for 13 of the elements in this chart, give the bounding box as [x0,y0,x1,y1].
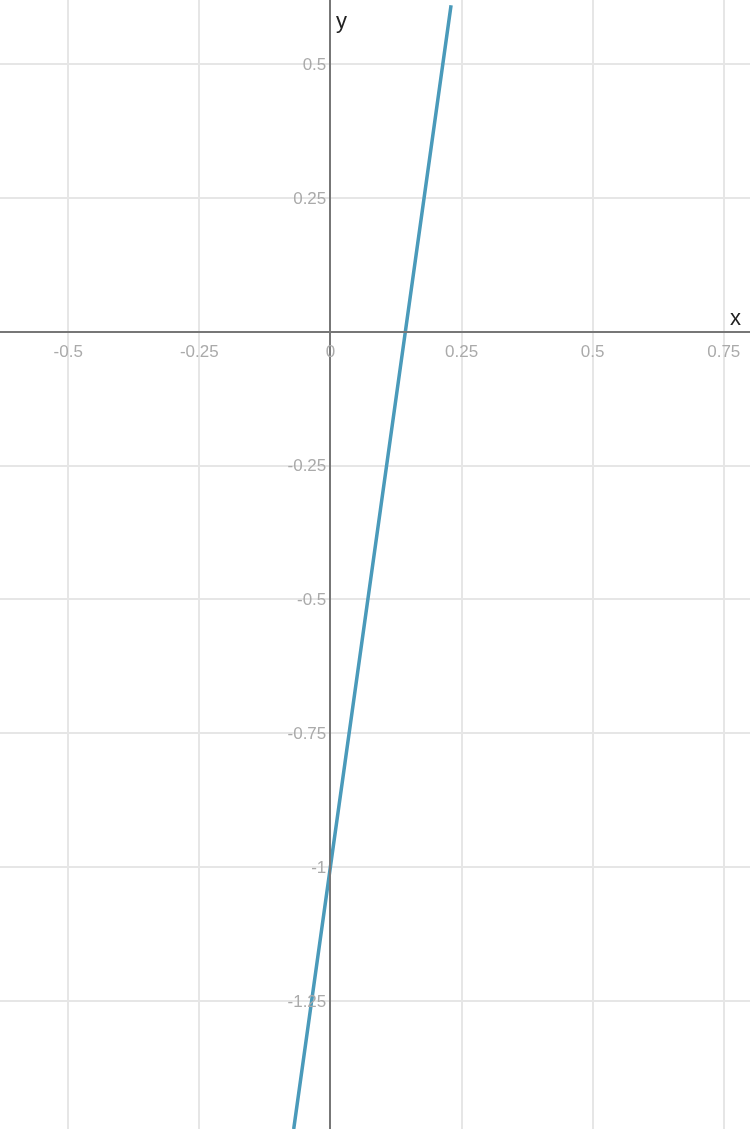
x-tick-label: 0.5 [580,341,605,361]
y-tick-label: 0.5 [302,55,327,75]
x-tick-label: -0.25 [179,341,219,361]
x-tick-label: -0.5 [53,341,83,361]
y-axis-title: y [336,8,347,33]
y-tick-label: -0.25 [287,456,327,476]
y-tick-label: -0.5 [296,590,327,610]
x-tick-label: 0.25 [444,341,479,361]
x-axis-title: x [730,305,741,330]
y-tick-label: -0.75 [287,724,327,743]
y-tick-label: -1 [311,857,327,877]
x-tick-label: 0.75 [707,341,741,361]
y-tick-label: 0.25 [293,188,327,208]
